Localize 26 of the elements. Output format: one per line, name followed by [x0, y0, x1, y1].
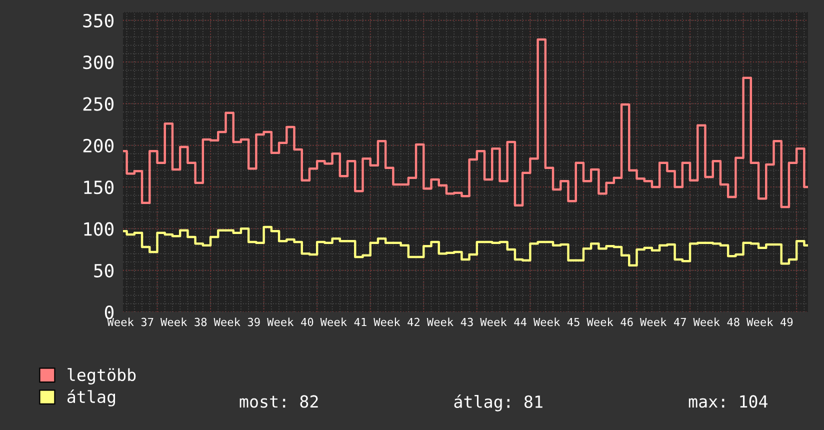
x-tick-label: Week 38: [160, 318, 207, 326]
text: max: 104: [688, 395, 768, 408]
text: most: 82: [240, 395, 318, 408]
x-tick-label: Week 40: [267, 318, 314, 326]
y-tick-label: 200: [83, 138, 114, 152]
y-tick-label: 150: [84, 180, 114, 194]
y-tick-label: 300: [83, 56, 114, 70]
y-tick-label: 350: [83, 14, 114, 28]
y-tick-label: 100: [84, 222, 114, 236]
text: átlag: 81: [454, 394, 542, 412]
y-tick-label: 50: [94, 264, 114, 278]
y-tick-label: 0: [104, 306, 114, 320]
x-tick-label: Week 41: [320, 318, 366, 326]
x-tick-label: Week 44: [480, 318, 526, 326]
x-tick-label: Week 42: [374, 318, 420, 326]
legend-label: legtöbb: [68, 368, 136, 384]
x-tick-label: Week 37: [107, 318, 154, 326]
x-tick-label: Week 47: [640, 318, 686, 326]
legend-label: átlag: [67, 389, 116, 406]
x-tick-label: Week 39: [214, 318, 260, 326]
x-tick-label: Week 48: [693, 318, 740, 326]
y-tick-label: 250: [83, 97, 114, 111]
x-tick-label: Week 49: [746, 318, 793, 326]
x-tick-label: Week 45: [533, 318, 580, 326]
x-tick-label: Week 46: [586, 318, 633, 326]
x-tick-label: Week 43: [426, 318, 473, 326]
